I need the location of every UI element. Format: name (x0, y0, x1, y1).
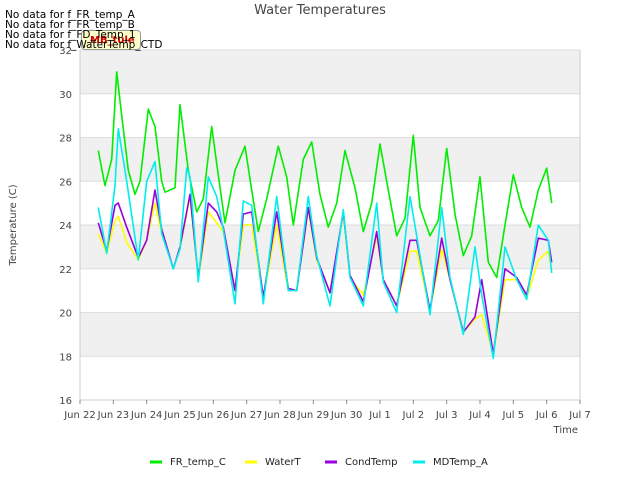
x-tick-label: Jul 7 (568, 410, 591, 421)
x-tick-label: Jul 1 (368, 410, 391, 421)
y-tick-label: 30 (59, 90, 72, 101)
y-axis-label: Temperature (C) (8, 184, 19, 266)
y-tick-label: 28 (59, 134, 72, 145)
y-tick-label: 32 (59, 46, 72, 57)
plot-band (80, 137, 580, 182)
y-tick-label: 20 (59, 309, 72, 320)
chart-title: Water Temperatures (254, 3, 386, 18)
site-tag: MB_tule (81, 30, 141, 50)
x-axis-label: Time (553, 425, 578, 436)
y-tick-label: 18 (59, 352, 72, 363)
y-tick-label: 26 (59, 177, 72, 188)
no-data-message-4: No data for f_WaterTemp_CTD (5, 39, 163, 51)
x-tick-label: Jun 27 (230, 410, 263, 421)
x-tick-label: Jun 22 (63, 410, 96, 421)
y-tick-label: 24 (59, 221, 72, 232)
x-tick-label: Jun 30 (330, 410, 363, 421)
no-data-message-2: No data for f_FR_temp_B (5, 19, 135, 31)
no-data-message-1: No data for f_FR_temp_A (5, 9, 135, 21)
plot-band (80, 50, 580, 94)
x-tick-label: Jul 6 (535, 410, 558, 421)
site-tag-label: MB_tule (90, 35, 135, 46)
x-tick-label: Jun 28 (263, 410, 296, 421)
x-tick-label: Jun 29 (297, 410, 330, 421)
y-tick-label: 16 (59, 396, 72, 407)
x-tick-label: Jul 2 (402, 410, 425, 421)
legend-label-MDTemp_A: MDTemp_A (433, 457, 488, 468)
x-tick-label: Jun 23 (97, 410, 130, 421)
x-tick-label: Jul 3 (435, 410, 458, 421)
x-tick-label: Jun 25 (163, 410, 196, 421)
x-tick-label: Jun 26 (197, 410, 230, 421)
no-data-message-3: No data for f_FD_Temp_1 (5, 29, 136, 41)
x-tick-label: Jul 5 (502, 410, 525, 421)
legend: FR_temp_C WaterT CondTemp MDTemp_A (150, 457, 488, 468)
x-tick-label: Jun 24 (130, 410, 163, 421)
x-tick-label: Jul 4 (468, 410, 491, 421)
legend-label-FR_temp_C: FR_temp_C (170, 457, 226, 468)
y-tick-label: 22 (59, 265, 72, 276)
legend-label-WaterT: WaterT (265, 457, 302, 468)
legend-label-CondTemp: CondTemp (345, 457, 397, 468)
series-line-MDTemp_A (97, 128, 553, 360)
series-line-FR_temp_C (97, 71, 553, 279)
plot-band (80, 312, 580, 357)
